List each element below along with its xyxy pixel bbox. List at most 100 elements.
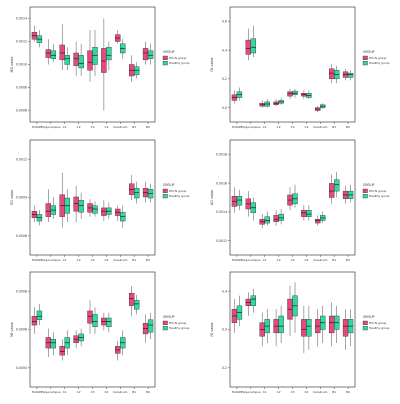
x-tick-label: C2 [77,258,81,262]
box-body [78,200,84,213]
box-healthy-3 [78,192,84,219]
legend-label: HIV-N group [369,56,387,60]
box-healthy-7 [333,65,340,84]
x-tick-label: M-Path [232,125,242,129]
box-hiv-3 [73,186,79,223]
box-body [92,314,98,328]
x-tick-label: C2 [277,125,281,129]
x-tick-label: Hippocampus [41,125,61,129]
box-hiv-8 [342,309,349,350]
x-tick-label: M-Path [32,390,42,394]
box-hiv-7 [128,286,135,317]
box-hiv-4 [87,300,93,334]
box-healthy-4 [292,88,298,98]
legend-label: HIV-N group [169,321,187,325]
box-healthy-2 [64,47,70,71]
box-body [306,319,312,337]
box-body [333,179,340,192]
y-tick-label: 0.0006 [16,109,27,113]
box-hiv-8 [142,41,149,65]
x-tick-label: C1 [63,258,67,262]
legend-swatch [162,320,168,325]
box-hiv-4 [87,199,93,217]
box-healthy-7 [333,305,340,344]
box-hiv-3 [273,309,279,347]
box-body [147,50,154,59]
box-body [133,300,140,310]
box-hiv-7 [328,64,335,84]
box-healthy-8 [347,70,354,81]
y-tick-label: 0.0018 [216,153,227,157]
box-hiv-4 [87,30,93,82]
box-hiv-0 [31,205,38,223]
y-tick-label: 0.4 [222,48,227,52]
y-tick-label: 0.0 [222,106,227,110]
box-healthy-2 [64,330,70,356]
box-healthy-3 [78,328,84,347]
x-tick-label: C1 [263,390,267,394]
box-healthy-5 [106,312,112,333]
x-tick-label: Hippocampus [41,258,61,262]
legend-label: Healthy group [169,61,190,65]
box-body [50,339,57,349]
box-healthy-4 [292,184,298,208]
x-tick-label: B2 [146,390,150,394]
legend-label: Healthy group [169,326,190,330]
y-tick-label: 0.3 [222,328,227,332]
box-body [292,90,298,95]
x-tick-label: C4 [304,258,308,262]
box-healthy-0 [36,303,43,326]
box-healthy-8 [147,183,154,203]
y-tick-label: 0.0008 [16,86,27,90]
box-hiv-0 [231,90,238,104]
box-body [87,50,93,71]
box-healthy-4 [92,307,98,334]
x-tick-label: C2 [77,125,81,129]
box-healthy-8 [347,309,354,347]
x-tick-label: C4 [104,390,108,394]
box-body [73,196,79,212]
box-body [133,66,140,76]
legend-swatch [162,61,168,66]
box-healthy-5 [106,41,112,71]
box-healthy-0 [36,210,43,226]
x-tick-label: C4 [104,125,108,129]
x-tick-label: Hippocampus [241,258,261,262]
box-body [245,39,252,55]
box-hiv-0 [31,25,38,42]
legend-title: GROUP [163,315,175,319]
box-hiv-5 [301,90,307,99]
y-tick-label: 0.0012 [16,40,27,44]
box-hiv-6 [115,205,121,222]
box-body [101,207,107,216]
x-tick-label: C3 [291,390,295,394]
y-tick-label: 0.0012 [216,239,227,243]
box-healthy-6 [320,211,326,224]
box-body [92,205,98,214]
box-body [278,315,284,334]
box-hiv-6 [315,215,321,226]
x-tick-label: Cerebrum [113,390,128,394]
legend-title: GROUP [363,315,375,319]
box-hiv-2 [59,172,65,228]
box-healthy-6 [120,39,126,59]
y-tick-label: 0.0004 [16,366,27,370]
box-body [101,48,107,73]
legend-swatch [362,61,368,66]
x-tick-label: M-Path [32,125,42,129]
box-hiv-0 [31,307,38,334]
box-healthy-0 [236,295,243,327]
legend-swatch [162,55,168,60]
x-tick-label: M-Path [232,390,242,394]
x-tick-label: C1 [263,258,267,262]
x-tick-label: C3 [91,125,95,129]
chart-panel-5: 0.0004 0.0006 0.0008 Mt value M-Path Hippocam… [10,271,190,394]
box-hiv-1 [45,189,52,223]
box-healthy-6 [320,103,326,110]
box-body [328,183,335,198]
box-body [306,210,312,217]
box-hiv-2 [259,312,265,347]
